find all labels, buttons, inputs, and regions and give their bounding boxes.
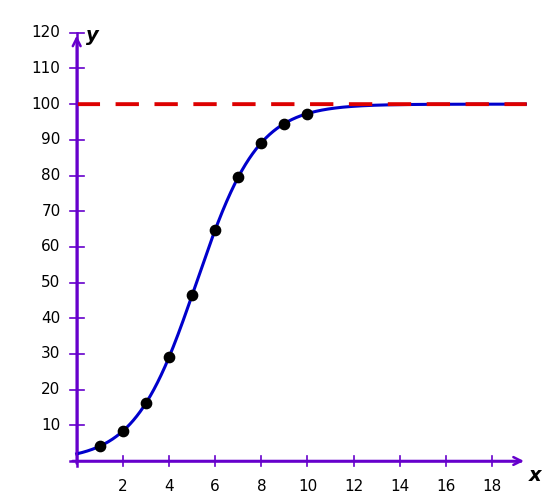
Text: 2: 2 — [118, 479, 128, 494]
Point — [165, 353, 173, 361]
Point — [142, 399, 150, 407]
Point — [96, 442, 104, 450]
Point — [303, 110, 312, 118]
Text: 10: 10 — [298, 479, 317, 494]
Text: 80: 80 — [41, 168, 61, 183]
Text: 120: 120 — [31, 25, 61, 40]
Text: 30: 30 — [41, 347, 61, 362]
Text: x: x — [529, 466, 542, 485]
Text: 110: 110 — [31, 61, 61, 76]
Text: 50: 50 — [41, 275, 61, 290]
Text: 10: 10 — [41, 418, 61, 433]
Text: 70: 70 — [41, 204, 61, 219]
Text: 20: 20 — [41, 382, 61, 397]
Point — [188, 291, 197, 299]
Text: 18: 18 — [483, 479, 502, 494]
Text: y: y — [86, 25, 99, 45]
Text: 12: 12 — [344, 479, 363, 494]
Text: 4: 4 — [164, 479, 174, 494]
Point — [257, 139, 266, 147]
Point — [118, 427, 127, 435]
Text: 14: 14 — [390, 479, 409, 494]
Text: 8: 8 — [256, 479, 266, 494]
Text: 6: 6 — [210, 479, 220, 494]
Point — [234, 173, 243, 181]
Text: 90: 90 — [41, 132, 61, 147]
Text: 40: 40 — [41, 311, 61, 326]
Text: 100: 100 — [31, 97, 61, 112]
Point — [211, 226, 219, 234]
Point — [280, 120, 289, 127]
Text: 16: 16 — [436, 479, 456, 494]
Text: 60: 60 — [41, 240, 61, 254]
